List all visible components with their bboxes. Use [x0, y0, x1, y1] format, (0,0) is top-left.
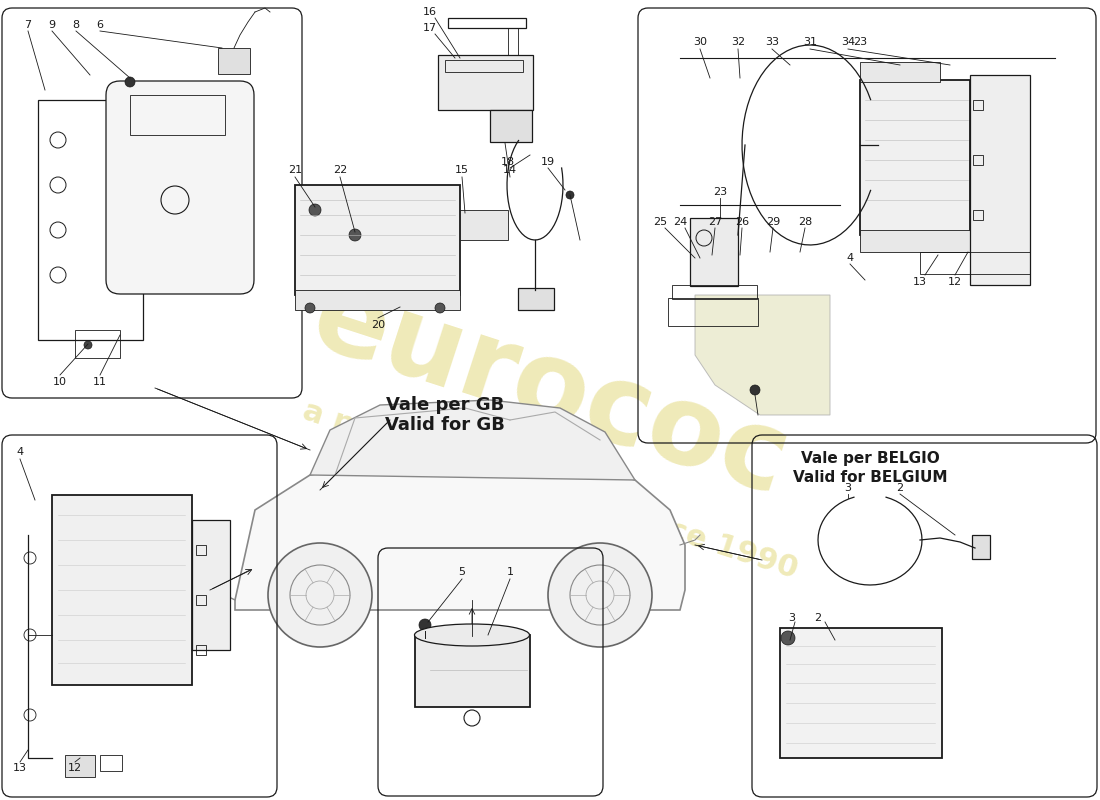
Circle shape — [84, 341, 92, 349]
Text: 30: 30 — [693, 37, 707, 47]
Text: 6: 6 — [97, 20, 103, 30]
Text: 18: 18 — [500, 157, 515, 167]
Text: 4: 4 — [846, 253, 854, 263]
Circle shape — [566, 191, 574, 199]
Bar — [438, 55, 534, 110]
Ellipse shape — [415, 624, 529, 646]
Text: Vale per BELGIO: Vale per BELGIO — [801, 450, 939, 466]
Bar — [668, 298, 758, 326]
Bar — [920, 252, 1030, 274]
Circle shape — [305, 303, 315, 313]
Text: Valid for BELGIUM: Valid for BELGIUM — [793, 470, 947, 485]
Text: 10: 10 — [53, 377, 67, 387]
Circle shape — [781, 631, 795, 645]
Text: 34: 34 — [840, 37, 855, 47]
Bar — [690, 218, 738, 286]
Text: 23: 23 — [713, 187, 727, 197]
Circle shape — [434, 303, 446, 313]
Bar — [196, 645, 206, 655]
Bar — [196, 545, 206, 555]
Text: 17: 17 — [422, 23, 437, 33]
Bar — [295, 290, 460, 310]
Text: 2: 2 — [814, 613, 822, 623]
Bar — [860, 62, 940, 82]
Bar — [39, 100, 143, 340]
Bar — [974, 100, 983, 110]
Circle shape — [309, 204, 321, 216]
Text: 8: 8 — [73, 20, 79, 30]
Bar — [218, 48, 250, 74]
Text: 23: 23 — [852, 37, 867, 47]
Bar — [508, 28, 518, 66]
Bar — [196, 595, 206, 605]
Text: 3: 3 — [845, 483, 851, 493]
Text: 16: 16 — [424, 7, 437, 17]
Text: 22: 22 — [333, 165, 348, 175]
Bar — [970, 75, 1030, 285]
Bar — [52, 495, 192, 685]
Bar — [972, 535, 990, 559]
Text: 11: 11 — [94, 377, 107, 387]
Text: 12: 12 — [68, 763, 82, 773]
Text: 2: 2 — [896, 483, 903, 493]
Text: 20: 20 — [371, 320, 385, 330]
Circle shape — [419, 619, 431, 631]
Text: 15: 15 — [455, 165, 469, 175]
Bar — [65, 755, 95, 777]
Text: Vale per GB: Vale per GB — [386, 396, 504, 414]
Bar — [460, 210, 508, 240]
Polygon shape — [310, 400, 635, 480]
Bar — [448, 18, 526, 28]
Text: 3: 3 — [788, 613, 795, 623]
Bar — [130, 95, 225, 135]
Circle shape — [349, 229, 361, 241]
Bar — [860, 230, 970, 252]
Circle shape — [548, 543, 652, 647]
Bar — [780, 628, 942, 758]
Text: 28: 28 — [798, 217, 812, 227]
Text: 12: 12 — [948, 277, 962, 287]
Text: 33: 33 — [764, 37, 779, 47]
Text: 31: 31 — [803, 37, 817, 47]
Text: a passion for parts since 1990: a passion for parts since 1990 — [299, 396, 801, 584]
Polygon shape — [235, 458, 685, 610]
Text: 7: 7 — [24, 20, 32, 30]
Text: 29: 29 — [766, 217, 780, 227]
Text: 5: 5 — [459, 567, 465, 577]
Text: eurococ: eurococ — [299, 263, 801, 517]
Text: 19: 19 — [541, 157, 556, 167]
Polygon shape — [695, 295, 830, 415]
Circle shape — [268, 543, 372, 647]
Text: 13: 13 — [13, 763, 28, 773]
Text: 9: 9 — [48, 20, 56, 30]
Bar — [518, 288, 554, 310]
Bar — [446, 60, 522, 72]
Text: 4: 4 — [16, 447, 23, 457]
Bar — [974, 210, 983, 220]
Bar — [100, 755, 122, 771]
Bar — [75, 330, 120, 358]
Bar — [295, 185, 460, 295]
Circle shape — [125, 77, 135, 87]
Bar — [672, 285, 757, 299]
Bar — [415, 635, 530, 707]
Bar — [192, 520, 230, 650]
Bar — [860, 80, 970, 235]
Text: 21: 21 — [288, 165, 302, 175]
Bar — [490, 110, 532, 142]
Text: 1: 1 — [506, 567, 514, 577]
Text: Valid for GB: Valid for GB — [385, 416, 505, 434]
Circle shape — [750, 385, 760, 395]
Text: 13: 13 — [913, 277, 927, 287]
Text: 26: 26 — [735, 217, 749, 227]
Text: 14: 14 — [503, 165, 517, 175]
Bar — [974, 155, 983, 165]
Text: 24: 24 — [673, 217, 688, 227]
FancyBboxPatch shape — [106, 81, 254, 294]
Text: 32: 32 — [730, 37, 745, 47]
Text: 27: 27 — [708, 217, 722, 227]
Text: 25: 25 — [653, 217, 667, 227]
